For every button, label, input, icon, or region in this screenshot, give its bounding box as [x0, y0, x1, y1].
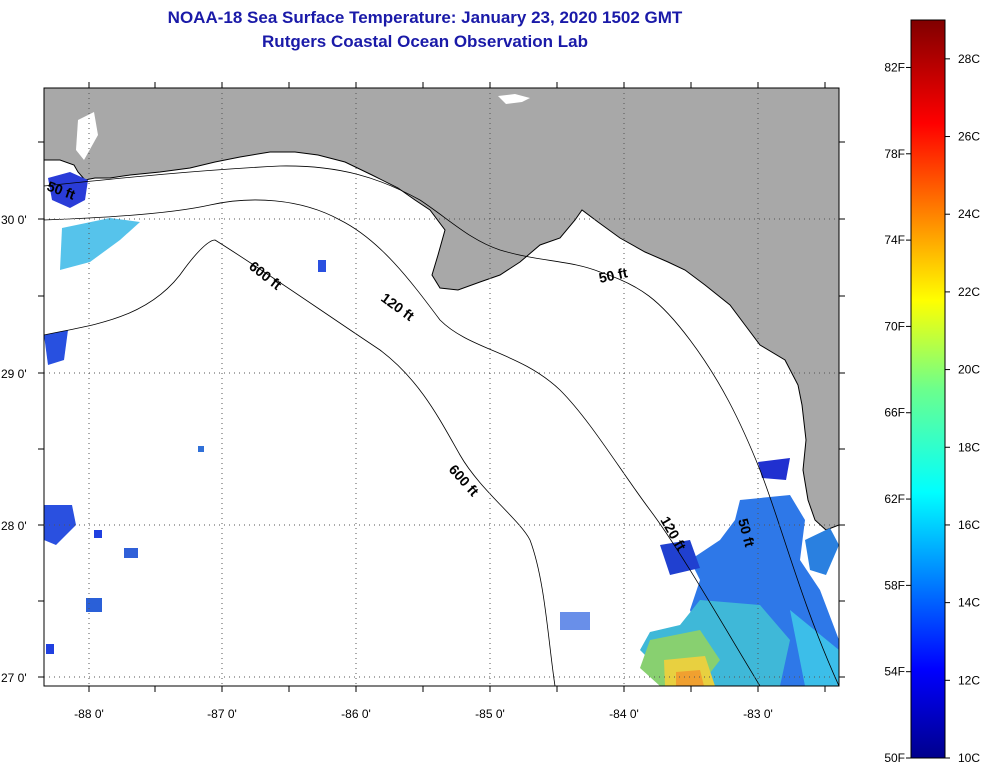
colorbar-f-label: 54F	[884, 665, 905, 679]
colorbar-celsius-labels: 28C 26C 24C 22C 20C 18C 16C 14C 12C 10C	[945, 52, 980, 765]
map-subtitle: Rutgers Coastal Ocean Observation Lab	[262, 32, 588, 51]
colorbar-c-label: 18C	[958, 440, 980, 454]
lon-tick-label: -86 0'	[341, 707, 371, 721]
colorbar-f-label: 82F	[884, 60, 905, 74]
longitude-labels: -88 0' -87 0' -86 0' -85 0' -84 0' -83 0…	[74, 707, 773, 721]
sst-data-patches	[44, 172, 839, 686]
colorbar-c-label: 14C	[958, 596, 980, 610]
lat-tick-label: 28 0'	[1, 519, 27, 533]
colorbar-c-label: 22C	[958, 285, 980, 299]
colorbar-f-label: 74F	[884, 233, 905, 247]
lat-tick-label: 30 0'	[1, 213, 27, 227]
contour-600ft	[44, 239, 556, 686]
colorbar-fahrenheit-labels: 82F 78F 74F 70F 66F 62F 58F 54F 50F	[884, 60, 911, 765]
colorbar-c-label: 26C	[958, 130, 980, 144]
colorbar-c-label: 12C	[958, 673, 980, 687]
axis-ticks	[38, 82, 845, 692]
colorbar-f-label: 66F	[884, 406, 905, 420]
mobile-bay	[76, 112, 98, 160]
lon-tick-label: -88 0'	[74, 707, 104, 721]
colorbar-c-label: 24C	[958, 207, 980, 221]
colorbar-c-label: 10C	[958, 751, 980, 765]
contour-label-50ft: 50 ft	[735, 517, 758, 549]
colorbar-f-label: 58F	[884, 578, 905, 592]
lon-tick-label: -83 0'	[743, 707, 773, 721]
contour-120ft	[44, 199, 761, 686]
colorbar-c-label: 28C	[958, 52, 980, 66]
map-title: NOAA-18 Sea Surface Temperature: January…	[167, 8, 683, 27]
inland-lake	[498, 94, 530, 104]
colorbar-f-label: 70F	[884, 319, 905, 333]
colorbar-c-label: 16C	[958, 518, 980, 532]
lon-tick-label: -85 0'	[475, 707, 505, 721]
lon-tick-label: -84 0'	[609, 707, 639, 721]
depth-contours	[44, 165, 839, 686]
lat-tick-label: 29 0'	[1, 367, 27, 381]
plot-frame	[43, 87, 840, 687]
lat-tick-label: 27 0'	[1, 671, 27, 685]
land-mass	[44, 88, 839, 531]
colorbar-f-label: 78F	[884, 147, 905, 161]
lon-tick-label: -87 0'	[207, 707, 237, 721]
colorbar	[910, 19, 946, 759]
colorbar-f-label: 50F	[884, 751, 905, 765]
contour-50ft	[44, 165, 839, 686]
colorbar-c-label: 20C	[958, 363, 980, 377]
colorbar-f-label: 62F	[884, 492, 905, 506]
latitude-labels: 30 0' 29 0' 28 0' 27 0'	[1, 213, 27, 685]
contour-label-50ft: 50 ft	[597, 264, 629, 286]
